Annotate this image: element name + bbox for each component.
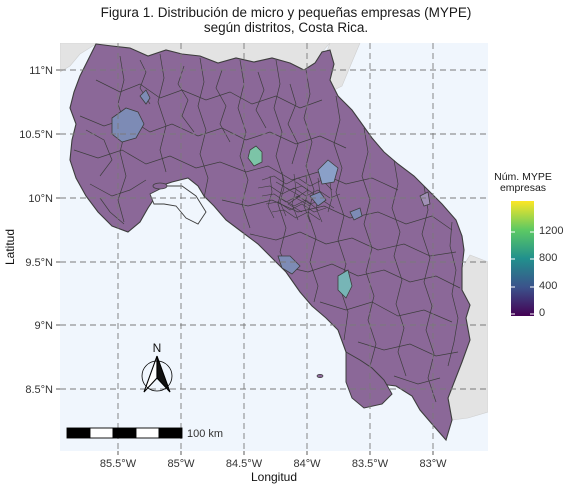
district-highlight-limon	[419, 191, 431, 207]
scale-bar-segment	[135, 427, 160, 439]
scale-bar-segment	[112, 427, 137, 439]
scale-bar-segment	[158, 427, 183, 439]
legend-colorbar	[511, 201, 534, 316]
legend-title-line1: Núm. MYPE	[494, 171, 552, 183]
district-highlight-quepos	[349, 207, 363, 221]
y-tick-label: 10°N	[28, 193, 53, 205]
legend-title: Núm. MYPE empresas	[487, 172, 559, 194]
scale-bar-segment	[66, 427, 91, 439]
y-axis-title: Latitud	[3, 229, 17, 265]
map-gridlines	[60, 43, 488, 451]
x-tick-label: 83°W	[419, 458, 447, 470]
central-valley-districts	[257, 171, 341, 223]
district-highlight-liberia	[111, 107, 145, 143]
osa-peninsula	[345, 351, 393, 409]
scale-bar-segment	[89, 427, 114, 439]
x-tick-label: 84°W	[293, 458, 321, 470]
scale-bar-label: 100 km	[187, 428, 223, 440]
axis-ticks	[56, 69, 434, 455]
north-arrow: N	[141, 341, 173, 393]
scale-bar	[66, 427, 183, 439]
legend-title-line2: empresas	[499, 182, 547, 194]
gulf-of-nicoya	[149, 185, 207, 225]
district-highlight-guapiles	[317, 159, 339, 185]
district-boundaries	[73, 53, 461, 403]
island-small	[316, 374, 324, 378]
district-highlight-central	[309, 191, 327, 207]
legend-tick-label: 0	[539, 307, 546, 319]
district-highlight-perez-zeledon	[337, 269, 353, 299]
y-tick-label: 9.5°N	[25, 257, 53, 269]
y-tick-label: 11°N	[29, 65, 53, 77]
district-highlight-san-carlos	[247, 145, 263, 167]
district-highlight-parrita	[277, 255, 301, 275]
legend-tick-label: 800	[539, 252, 558, 264]
legend-tick-label: 1200	[539, 225, 564, 237]
north-arrow-label: N	[153, 341, 162, 355]
x-tick-label: 83.5°W	[352, 458, 389, 470]
legend-tick-label: 400	[539, 280, 558, 292]
district-highlight-northern	[139, 89, 151, 105]
island-chira	[152, 182, 168, 190]
x-tick-label: 85°W	[167, 458, 195, 470]
x-tick-label: 85.5°W	[100, 458, 137, 470]
y-tick-label: 10.5°N	[19, 129, 53, 141]
x-tick-label: 84.5°W	[226, 458, 263, 470]
figure-title: Figura 1. Distribución de micro y pequeñ…	[100, 5, 472, 20]
north-arrow-icon-dark	[156, 355, 171, 393]
x-axis-title: Longitud	[251, 470, 297, 484]
y-tick-label: 8.5°N	[25, 384, 53, 396]
north-arrow-ring	[141, 360, 173, 392]
y-tick-label: 9°N	[35, 320, 54, 332]
legend-ticks	[511, 231, 534, 315]
figure-subtitle: según distritos, Costa Rica.	[203, 20, 369, 35]
